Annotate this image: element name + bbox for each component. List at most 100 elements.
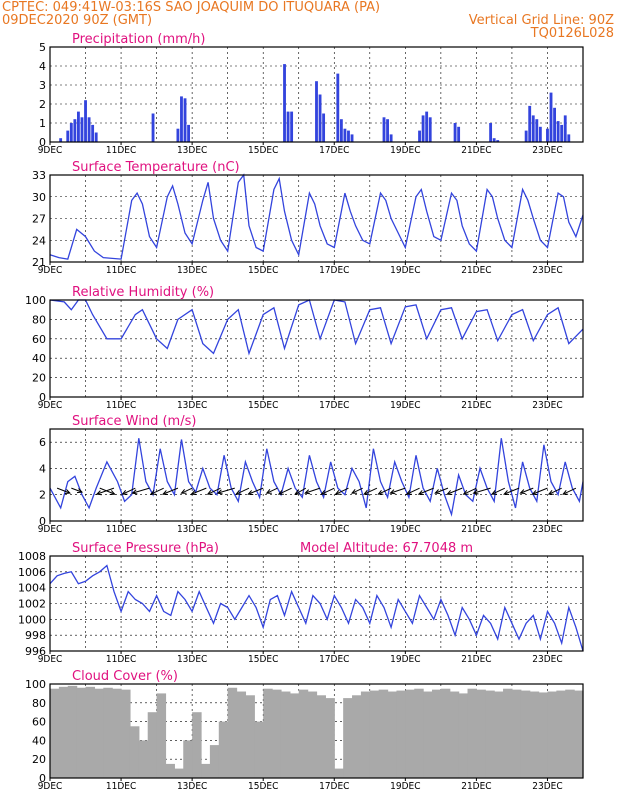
series-line <box>49 173 584 260</box>
cloud-bar <box>94 688 104 778</box>
wind-arrow <box>473 487 491 494</box>
series-line <box>49 299 584 356</box>
x-tick-label: 15DEC <box>248 145 278 156</box>
cloud-bar <box>147 712 158 778</box>
y-tick-label: 1004 <box>18 582 46 595</box>
cloud-bar <box>360 691 371 778</box>
wind-arrow-head <box>235 489 242 495</box>
precip-bar <box>94 132 98 142</box>
precip-bar <box>91 124 95 142</box>
wind-arrow <box>390 487 406 494</box>
x-tick-label: 11DEC <box>106 654 136 665</box>
wind-arrow <box>532 487 548 495</box>
cloud-bar <box>494 691 504 778</box>
precip-bar <box>59 138 63 142</box>
y-tick-label: 20 <box>32 372 46 385</box>
x-tick-label: 13DEC <box>177 145 207 156</box>
precip-bar <box>176 128 180 142</box>
precip-bar <box>66 130 70 142</box>
cloud-bar <box>245 695 255 778</box>
x-tick-label: 15DEC <box>248 524 278 535</box>
cloud-bar <box>201 763 211 778</box>
x-tick-label: 9DEC <box>38 400 63 411</box>
y-tick-label: 2 <box>39 489 46 502</box>
cloud-bar <box>547 691 557 778</box>
wind-arrow-head <box>121 489 128 495</box>
precip-bar <box>418 130 421 142</box>
cloud-bar <box>272 689 282 778</box>
wind-arrow-head <box>562 489 569 495</box>
precip-bar <box>535 119 539 142</box>
cloud-bar <box>58 686 69 778</box>
wind-arrow-head <box>320 489 327 495</box>
wind-arrow-head <box>462 489 469 495</box>
x-tick-label: 9DEC <box>38 781 63 792</box>
wind-arrow <box>351 487 363 494</box>
series-line <box>49 438 584 517</box>
cloud-bar <box>405 689 415 778</box>
cloud-bar <box>129 726 140 778</box>
wind-arrow-head <box>446 490 453 495</box>
x-tick-label: 21DEC <box>461 781 491 792</box>
wind-arrow <box>181 487 193 494</box>
y-tick-label: 0 <box>39 772 46 785</box>
wind-arrow <box>96 487 115 495</box>
y-tick-label: 30 <box>32 191 46 204</box>
panel-title: Surface Wind (m/s) <box>72 414 196 429</box>
cloud-bar <box>174 768 184 778</box>
x-tick-label: 21DEC <box>461 654 491 665</box>
cloud-bar <box>316 695 326 778</box>
cloud-bar <box>325 698 335 778</box>
cloud-bar <box>218 721 229 778</box>
precip-bar <box>84 100 87 142</box>
wind-arrow-head <box>76 488 84 494</box>
cloud-bar <box>236 691 247 778</box>
precip-bar <box>428 117 432 142</box>
x-tick-label: 19DEC <box>390 781 420 792</box>
y-tick-label: 60 <box>32 716 46 729</box>
x-tick-label: 23DEC <box>532 781 562 792</box>
wind-arrow <box>378 487 392 495</box>
wind-arrow <box>278 487 292 495</box>
wind-arrow-head <box>334 489 341 495</box>
wind-arrow <box>548 487 562 495</box>
header-grid-line: Vertical Grid Line: 90Z <box>468 13 614 28</box>
panel-title: Precipitation (mm/h) <box>72 32 205 47</box>
precip-bar <box>69 123 73 142</box>
wind-arrow <box>56 487 71 494</box>
wind-arrow-head <box>294 489 301 495</box>
precip-bar <box>563 115 567 142</box>
wind-arrow-head <box>417 490 424 495</box>
x-tick-label: 17DEC <box>319 524 349 535</box>
header-location: CPTEC: 049:41W-03:16S SAO JOAQUIM DO ITU… <box>2 0 381 15</box>
x-tick-label: 17DEC <box>319 781 349 792</box>
x-tick-label: 9DEC <box>38 524 63 535</box>
x-tick-label: 23DEC <box>532 265 562 276</box>
wind-arrow <box>304 487 321 494</box>
wind-arrow <box>406 487 420 495</box>
wind-arrow <box>434 487 449 494</box>
wind-arrow-head <box>531 490 538 495</box>
precip-bar <box>151 113 155 142</box>
y-tick-label: 24 <box>32 234 46 247</box>
precip-bar <box>524 130 528 142</box>
cloud-bar <box>449 691 460 778</box>
precip-bar <box>290 111 294 142</box>
x-tick-label: 21DEC <box>461 400 491 411</box>
wind-arrow <box>363 487 378 495</box>
precip-bar <box>389 134 393 142</box>
wind-arrow-head <box>206 489 213 495</box>
precip-bar <box>567 134 571 142</box>
precip-bar <box>322 113 326 142</box>
x-tick-label: 23DEC <box>532 400 562 411</box>
x-tick-label: 21DEC <box>461 265 491 276</box>
panel-frame <box>49 299 584 398</box>
y-tick-label: 0 <box>39 136 46 149</box>
y-tick-label: 40 <box>32 352 46 365</box>
wind-arrow <box>162 487 179 495</box>
cloud-bar <box>103 687 113 778</box>
precip-bar <box>496 140 500 142</box>
cloud-bar <box>556 690 566 778</box>
precip-bar <box>283 64 286 142</box>
cloud-bar <box>165 763 175 778</box>
